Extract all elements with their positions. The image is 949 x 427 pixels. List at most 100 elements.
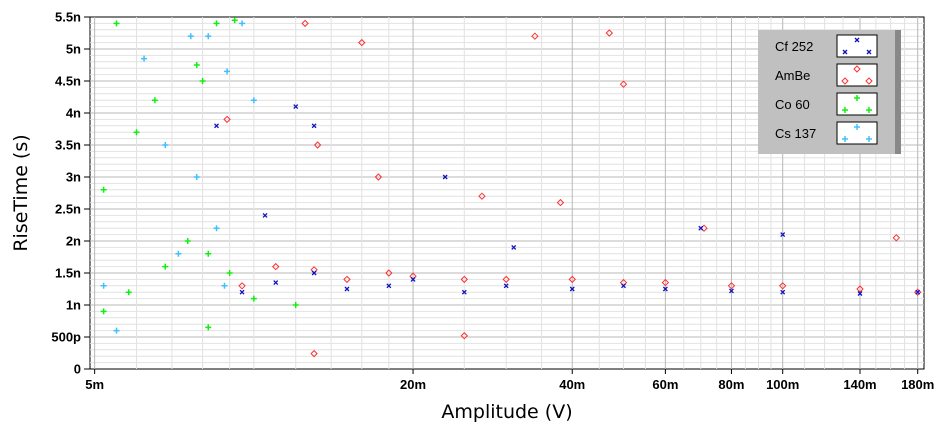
data-point: [727, 282, 736, 290]
data-point: [162, 263, 169, 270]
data-point: [511, 244, 517, 250]
data-point: [892, 234, 901, 242]
data-point: [502, 275, 510, 284]
x-axis-title: Amplitude (V): [441, 401, 572, 423]
data-point: [151, 97, 158, 104]
legend-marker: [842, 49, 848, 55]
data-point: [221, 282, 228, 289]
data-point: [141, 55, 148, 62]
data-point: [238, 282, 246, 290]
data-point: [231, 17, 238, 24]
legend-marker: [854, 124, 860, 130]
x-tick-label: 80m: [718, 377, 744, 392]
legend-label: AmBe: [775, 68, 810, 83]
data-point: [478, 192, 486, 200]
data-point: [780, 232, 786, 238]
data-point: [262, 212, 268, 218]
data-point: [661, 278, 670, 287]
y-tick-label: 0: [74, 362, 81, 377]
x-tick-label: 40m: [559, 377, 585, 392]
data-point: [915, 289, 921, 295]
data-point: [205, 33, 212, 40]
data-point: [343, 275, 351, 284]
data-point: [100, 186, 107, 193]
x-tick-label: 60m: [652, 377, 678, 392]
data-point: [913, 288, 922, 296]
data-point: [461, 289, 467, 295]
y-tick-label: 5.5n: [55, 10, 81, 25]
data-point: [386, 283, 392, 289]
data-point: [358, 38, 366, 47]
data-point: [568, 275, 576, 284]
data-point: [113, 327, 120, 334]
data-points: [100, 17, 922, 358]
data-point: [856, 285, 864, 293]
legend-marker: [865, 77, 873, 85]
legend-marker: [842, 136, 848, 142]
legend-marker: [866, 49, 872, 55]
data-point: [662, 286, 668, 292]
data-point: [293, 104, 299, 110]
data-point: [344, 286, 350, 292]
legend-label: Cf 252: [775, 39, 813, 54]
data-point: [556, 198, 565, 207]
data-point: [442, 174, 448, 180]
x-tick-label: 100m: [766, 377, 799, 392]
data-point: [239, 20, 246, 27]
data-point: [313, 141, 322, 149]
data-point: [113, 20, 120, 27]
y-tick-label: 500p: [51, 330, 81, 345]
data-point: [193, 62, 200, 68]
data-point: [311, 270, 317, 276]
data-point: [214, 123, 219, 129]
data-point: [100, 282, 107, 289]
y-axis-title: RiseTime (s): [10, 134, 32, 251]
data-point: [223, 115, 231, 124]
data-point: [272, 262, 280, 271]
y-tick-label: 3n: [66, 170, 81, 185]
data-point: [224, 68, 231, 75]
data-point: [133, 129, 140, 136]
x-tick-label: 20m: [400, 377, 426, 392]
data-point: [531, 32, 539, 40]
data-point: [100, 308, 107, 315]
legend-label: Co 60: [775, 97, 810, 112]
legend-marker: [854, 37, 860, 43]
grid-lines: [90, 17, 924, 369]
data-point: [301, 19, 309, 28]
data-point: [410, 276, 416, 282]
y-tick-label: 3.5n: [55, 138, 81, 153]
legend-marker: [854, 95, 860, 101]
data-point: [273, 280, 279, 286]
data-point: [187, 33, 194, 40]
legend-label: Cs 137: [775, 126, 816, 141]
legend-swatch: [836, 34, 878, 58]
data-point: [199, 78, 206, 84]
data-point: [385, 269, 393, 277]
data-point: [292, 302, 299, 308]
x-tick-label: 140m: [843, 377, 876, 392]
y-tick-label: 4.5n: [55, 74, 81, 89]
data-point: [213, 225, 220, 232]
legend-marker: [866, 136, 872, 142]
data-point: [698, 225, 704, 231]
data-point: [184, 238, 191, 244]
data-point: [311, 123, 317, 129]
x-tick-label: 5m: [85, 377, 104, 392]
data-point: [162, 142, 169, 148]
data-point: [605, 29, 613, 37]
legend-shadow: [895, 30, 901, 154]
data-point: [213, 20, 220, 27]
y-tick-label: 5n: [66, 42, 81, 57]
y-tick-label: 2n: [66, 234, 81, 249]
legend-marker: [841, 77, 849, 85]
legend-marker: [842, 107, 848, 113]
data-point: [193, 174, 200, 180]
data-point: [310, 349, 318, 358]
data-point: [250, 295, 257, 302]
data-point: [780, 289, 786, 295]
data-point: [728, 288, 734, 294]
data-point: [205, 324, 212, 331]
data-point: [205, 250, 212, 257]
